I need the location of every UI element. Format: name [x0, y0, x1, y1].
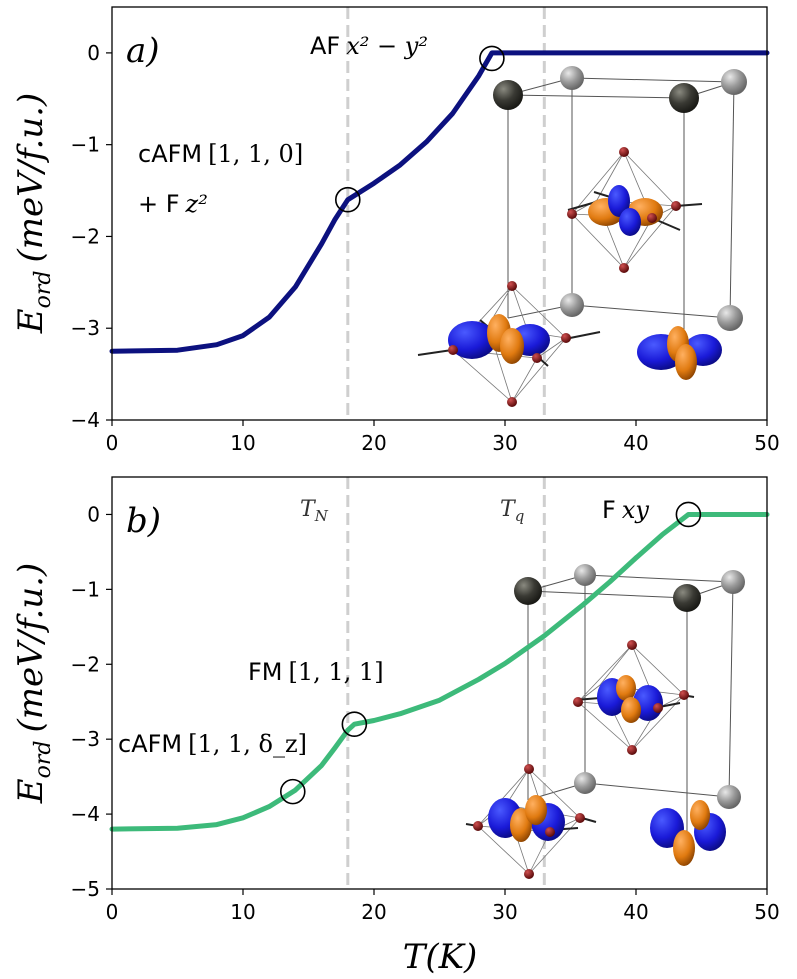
tn-label: TN [300, 497, 329, 525]
series-line-b [109, 512, 770, 832]
y-axis-label-b: Eord(meV/f.u.) [11, 563, 56, 804]
y-tick-label-b-1: −1 [71, 577, 100, 601]
x-tick-label-a-4: 40 [623, 431, 648, 455]
y-tick-label-a-2: −2 [71, 224, 100, 248]
annotation-fm: FM [1, 1, 1] [248, 658, 384, 686]
tq-label: Tq [500, 497, 524, 525]
orbital-bottom-a [448, 314, 722, 380]
atoms-a [448, 66, 747, 407]
x-tick-label-a-5: 50 [754, 431, 779, 455]
x-axis-label: T(K) [403, 937, 478, 977]
annotation-af: AF x² − y² [310, 32, 428, 60]
atoms-b [473, 564, 745, 879]
y-tick-label-b-0: 0 [87, 502, 100, 526]
plot-frame-a [111, 6, 768, 421]
orbital-bottom-b [488, 795, 726, 866]
orbital-top-b [597, 675, 663, 723]
x-tick-label-a-3: 30 [492, 431, 517, 455]
y-tick-label-a-3: −3 [71, 316, 100, 340]
marker-a-0 [334, 186, 361, 213]
annotation-cafm-b: cAFM [1, 1, δ_z] [118, 730, 307, 758]
y-tick-label-a-4: −4 [71, 408, 100, 432]
x-tick-label-b-2: 20 [361, 900, 386, 924]
marker-b-0 [279, 778, 306, 805]
marker-b-2 [675, 501, 702, 528]
x-tick-label-a-2: 20 [361, 431, 386, 455]
y-tick-label-b-5: −5 [71, 877, 100, 901]
y-axis-label-a: Eord(meV/f.u.) [11, 93, 56, 334]
y-tick-label-b-2: −2 [71, 652, 100, 676]
x-tick-label-b-1: 10 [230, 900, 255, 924]
y-tick-label-a-1: −1 [71, 133, 100, 157]
x-tick-label-a-0: 0 [106, 431, 119, 455]
x-tick-label-b-3: 30 [492, 900, 517, 924]
x-tick-label-b-0: 0 [106, 900, 119, 924]
y-tick-label-b-4: −4 [71, 802, 100, 826]
x-tick-label-b-4: 40 [623, 900, 648, 924]
panel-label-a: a) [126, 31, 160, 71]
y-tick-label-b-3: −3 [71, 727, 100, 751]
x-tick-label-a-1: 10 [230, 431, 255, 455]
panel-a: 0 10 20 30 40 50 0 −1 −2 −3 −4 a) AF x² − y² cAFM [1… [11, 6, 780, 455]
annotation-cafm-a: cAFM [1, 1, 0] [138, 140, 303, 168]
x-tick-label-b-5: 50 [754, 900, 779, 924]
marker-a-1 [479, 45, 505, 72]
marker-b-1 [341, 711, 368, 738]
panel-label-b: b) [126, 501, 161, 541]
plot-frame-b [111, 476, 768, 890]
y-tick-label-a-0: 0 [87, 41, 100, 65]
